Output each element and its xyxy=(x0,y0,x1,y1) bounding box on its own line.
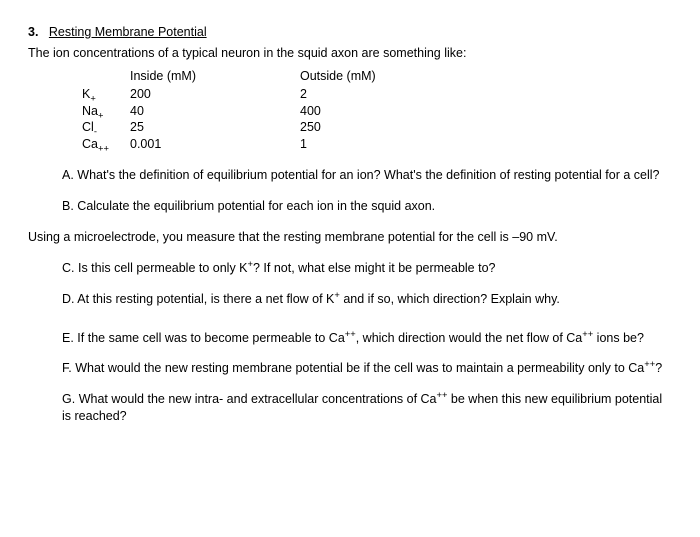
question-list-top: A. What's the definition of equilibrium … xyxy=(62,167,672,215)
text-e-post: ions be? xyxy=(593,331,644,345)
mid-paragraph: Using a microelectrode, you measure that… xyxy=(28,229,672,246)
ion-sub: + xyxy=(90,93,95,103)
text-a: What's the definition of equilibrium pot… xyxy=(77,168,659,182)
ion-base: Cl xyxy=(82,120,94,134)
text-c-post: ? If not, what else might it be permeabl… xyxy=(253,261,496,275)
outside-cell: 1 xyxy=(300,136,420,153)
sup-g: ++ xyxy=(437,390,448,400)
ion-sub: + xyxy=(98,110,103,120)
question-d: D. At this resting potential, is there a… xyxy=(62,291,672,308)
sup-f: ++ xyxy=(644,359,655,369)
intro-text: The ion concentrations of a typical neur… xyxy=(28,45,672,62)
ion-base: Ca xyxy=(82,137,98,151)
ion-sub: ++ xyxy=(98,144,109,154)
ion-cell: Na+ xyxy=(82,103,130,120)
inside-cell: 0.001 xyxy=(130,136,300,153)
text-d-pre: At this resting potential, is there a ne… xyxy=(77,292,334,306)
inside-cell: 40 xyxy=(130,103,300,120)
text-e-mid: , which direction would the net flow of … xyxy=(356,331,583,345)
label-d: D. xyxy=(62,292,75,306)
table-row: K+2002 xyxy=(82,86,420,103)
outside-cell: 2 xyxy=(300,86,420,103)
spacer xyxy=(42,25,45,39)
section-number: 3. xyxy=(28,25,38,39)
inside-cell: 200 xyxy=(130,86,300,103)
table-header-row: Inside (mM) Outside (mM) xyxy=(82,68,420,86)
header-outside: Outside (mM) xyxy=(300,68,420,86)
question-f: F. What would the new resting membrane p… xyxy=(62,360,672,377)
question-list-bottom: C. Is this cell permeable to only K+? If… xyxy=(62,260,672,425)
header-inside: Inside (mM) xyxy=(130,68,300,86)
question-a: A. What's the definition of equilibrium … xyxy=(62,167,672,184)
sup-e2: ++ xyxy=(582,328,593,338)
label-a: A. xyxy=(62,168,74,182)
label-e: E. xyxy=(62,331,74,345)
table-row: Na+40400 xyxy=(82,103,420,120)
outside-cell: 400 xyxy=(300,103,420,120)
ion-cell: K+ xyxy=(82,86,130,103)
table-row: Ca++0.0011 xyxy=(82,136,420,153)
outside-cell: 250 xyxy=(300,119,420,136)
section-heading: 3. Resting Membrane Potential xyxy=(28,24,672,41)
table-row: Cl- 25250 xyxy=(82,119,420,136)
question-g: G. What would the new intra- and extrace… xyxy=(62,391,672,425)
ion-table: Inside (mM) Outside (mM) K+2002Na+40400C… xyxy=(82,68,672,153)
ion-cell: Ca++ xyxy=(82,136,130,153)
section-title: Resting Membrane Potential xyxy=(49,25,207,39)
label-b: B. xyxy=(62,199,74,213)
ion-cell: Cl- xyxy=(82,119,130,136)
text-c-pre: Is this cell permeable to only K xyxy=(78,261,248,275)
text-b: Calculate the equilibrium potential for … xyxy=(77,199,435,213)
question-e: E. If the same cell was to become permea… xyxy=(62,330,672,347)
text-d-post: and if so, which direction? Explain why. xyxy=(340,292,560,306)
text-g-pre: What would the new intra- and extracellu… xyxy=(79,392,437,406)
inside-cell: 25 xyxy=(130,119,300,136)
text-f-pre: What would the new resting membrane pote… xyxy=(75,361,644,375)
question-c: C. Is this cell permeable to only K+? If… xyxy=(62,260,672,277)
label-g: G. xyxy=(62,392,75,406)
ion-base: Na xyxy=(82,104,98,118)
label-f: F. xyxy=(62,361,72,375)
label-c: C. xyxy=(62,261,75,275)
text-f-post: ? xyxy=(655,361,662,375)
question-b: B. Calculate the equilibrium potential f… xyxy=(62,198,672,215)
sup-e1: ++ xyxy=(345,328,356,338)
text-e-pre: If the same cell was to become permeable… xyxy=(77,331,345,345)
